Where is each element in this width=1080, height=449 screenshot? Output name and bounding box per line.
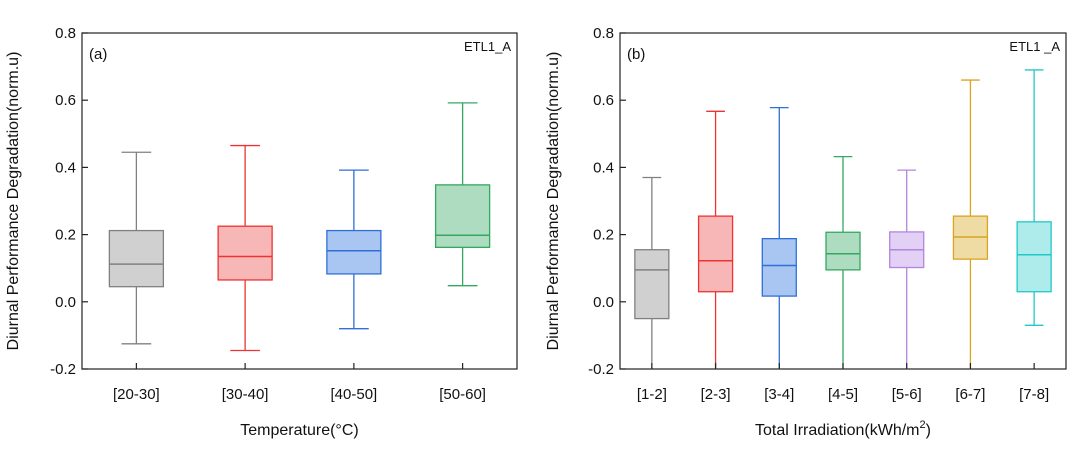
box-[3-4] <box>761 106 797 369</box>
box-[30-40] <box>217 144 273 352</box>
box-[2-3] <box>697 110 734 369</box>
y-tick-label: 0.8 <box>55 25 76 42</box>
box-[5-6] <box>889 169 925 369</box>
box-[4-5] <box>825 155 861 369</box>
iqr-box <box>825 231 861 271</box>
y-tick-label: 0.6 <box>593 92 614 109</box>
box-[1-2] <box>634 176 670 369</box>
x-tick-label: [1-2] <box>637 386 667 403</box>
iqr-box <box>108 229 165 288</box>
x-tick-label: [7-8] <box>1019 386 1049 403</box>
iqr-box <box>1016 221 1052 293</box>
iqr-box <box>761 237 797 297</box>
corner-annotation: ETL1_A <box>464 39 511 54</box>
y-axis-title: Diurnal Performance Degradation(norm.u) <box>5 52 22 351</box>
x-tick-label: [2-3] <box>701 386 731 403</box>
y-tick-label: 0.6 <box>55 92 76 109</box>
x-axis-title: Temperature(°C) <box>240 422 358 439</box>
box-[7-8] <box>1016 69 1052 326</box>
box-[20-30] <box>108 151 165 345</box>
iqr-box <box>697 215 734 293</box>
x-tick-label: [5-6] <box>892 386 922 403</box>
box-[50-60] <box>434 102 491 287</box>
corner-annotation: ETL1 _A <box>1009 39 1060 54</box>
y-tick-label: 0.0 <box>55 294 76 311</box>
x-tick-label: [6-7] <box>955 386 985 403</box>
iqr-box <box>326 229 382 275</box>
y-tick-label: 0.4 <box>55 159 76 176</box>
box-[6-7] <box>952 79 989 369</box>
panel-label: (b) <box>627 46 645 63</box>
y-tick-label: 0.2 <box>55 227 76 244</box>
iqr-box <box>217 225 273 281</box>
x-axis-title: Total Irradiation(kWh/m2) <box>755 419 931 439</box>
iqr-box <box>434 184 491 249</box>
y-tick-label: 0.0 <box>593 294 614 311</box>
y-tick-label: 0.4 <box>593 159 614 176</box>
x-tick-label: [20-30] <box>113 386 160 403</box>
x-axis-title-end: ) <box>926 422 931 439</box>
x-tick-label: [4-5] <box>828 386 858 403</box>
box-[40-50] <box>326 169 382 330</box>
panel-a: -0.2 0.0 0.2 0.4 0.6 0.8 [20-30] [30-40] [40-50]… <box>5 25 518 439</box>
x-tick-label: [40-50] <box>331 386 378 403</box>
iqr-box <box>634 249 670 320</box>
x-tick-label: [50-60] <box>439 386 486 403</box>
y-tick-label: -0.2 <box>588 361 614 378</box>
x-axis-title-main: Total Irradiation(kWh/m <box>755 422 920 439</box>
panel-label: (a) <box>89 46 107 63</box>
y-axis-title: Diurnal Performance Degradation(norm.u) <box>545 52 562 351</box>
plot-frame <box>81 32 518 370</box>
y-tick-label: -0.2 <box>50 361 76 378</box>
x-tick-label: [30-40] <box>222 386 269 403</box>
x-tick-label: [3-4] <box>764 386 794 403</box>
y-tick-label: 0.2 <box>593 227 614 244</box>
x-axis-title-main: Temperature(°C) <box>240 422 358 439</box>
y-tick-label: 0.8 <box>593 25 614 42</box>
panel-b: -0.2 0.0 0.2 0.4 0.6 0.8 [1-2] [2-3] [3-4] [4-5] [… <box>545 25 1067 439</box>
x-axis-title-sup: 2 <box>920 419 926 431</box>
